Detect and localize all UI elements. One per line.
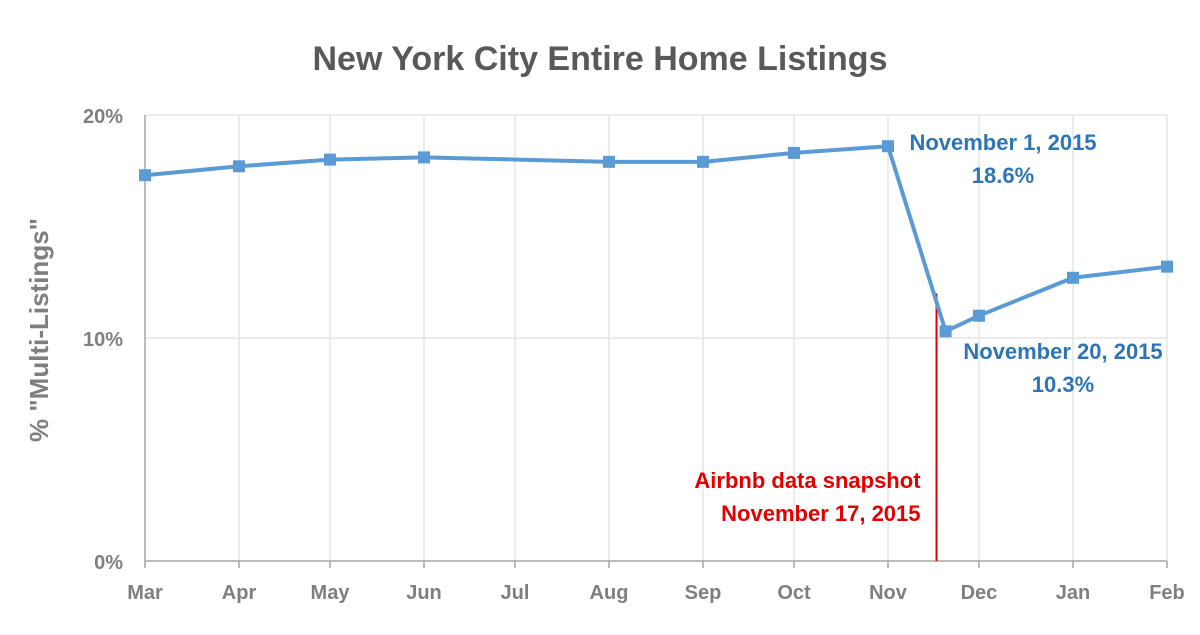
data-point <box>787 146 800 159</box>
data-point <box>1066 271 1079 284</box>
data-annotation: 10.3% <box>1032 372 1094 397</box>
x-tick-label: Sep <box>685 582 722 604</box>
data-point <box>323 153 336 166</box>
x-tick-label: Mar <box>127 582 163 604</box>
y-tick-label: 10% <box>83 329 123 351</box>
data-point <box>139 169 151 182</box>
chart-title: New York City Entire Home Listings <box>313 40 888 78</box>
y-tick-label: 0% <box>94 552 123 574</box>
marker-layer: Airbnb data snapshot November 17, 2015 <box>694 293 938 561</box>
data-point <box>939 325 952 338</box>
data-point <box>697 155 710 168</box>
data-point <box>881 140 894 153</box>
snapshot-marker-label: November 17, 2015 <box>721 501 920 526</box>
data-point <box>233 160 246 173</box>
x-tick-label: Oct <box>777 582 811 604</box>
x-tick-label: Jun <box>406 582 442 604</box>
data-point <box>1161 260 1173 273</box>
data-point <box>972 309 985 322</box>
x-tick-label: Aug <box>590 582 629 604</box>
x-tick-label: Apr <box>222 582 257 604</box>
y-axis-label: % "Multi-Listings" <box>24 218 54 442</box>
snapshot-marker-label: Airbnb data snapshot <box>694 468 921 493</box>
x-tick-label: Jan <box>1056 582 1090 604</box>
data-annotation: November 1, 2015 <box>909 130 1096 155</box>
series-line <box>144 144 1168 334</box>
y-tick-label: 20% <box>83 106 123 128</box>
axis-layer: 0% 10% 20% Mar Apr May Jun Jul Aug Sep Oct Nov Dec Ja… <box>83 106 1185 604</box>
data-point <box>602 155 615 168</box>
series-layer <box>139 140 1173 338</box>
data-annotation: 18.6% <box>972 163 1034 188</box>
x-tick-label: May <box>311 582 351 604</box>
data-annotation: November 20, 2015 <box>963 339 1162 364</box>
annotation-layer: November 1, 2015 18.6% November 20, 2015 10… <box>909 130 1162 397</box>
x-tick-label: Feb <box>1149 582 1185 604</box>
grid-layer <box>145 114 1168 561</box>
data-point <box>418 151 431 164</box>
x-tick-label: Nov <box>869 582 908 604</box>
x-tick-label: Dec <box>961 582 998 604</box>
x-tick-label: Jul <box>501 582 530 604</box>
